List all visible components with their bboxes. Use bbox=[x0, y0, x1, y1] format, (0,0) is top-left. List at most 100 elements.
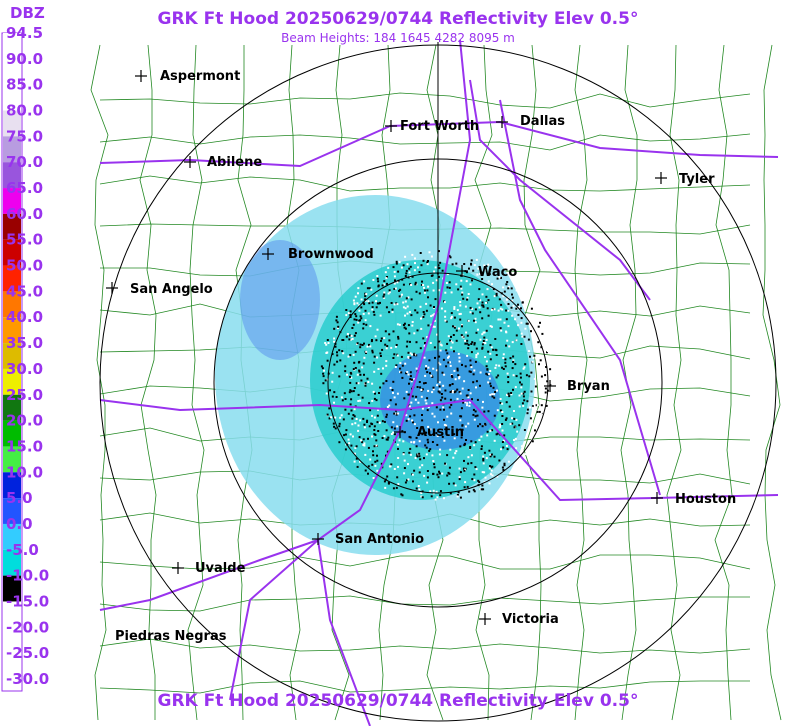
echo-speck bbox=[414, 309, 417, 312]
echo-speck bbox=[482, 455, 485, 458]
echo-speck bbox=[469, 370, 472, 373]
echo-speck bbox=[495, 349, 498, 352]
echo-speck bbox=[510, 392, 513, 394]
echo-speck bbox=[469, 306, 472, 309]
echo-speck bbox=[395, 486, 398, 489]
echo-speck bbox=[499, 398, 502, 400]
echo-speck bbox=[511, 300, 514, 302]
echo-speck bbox=[371, 308, 374, 311]
range-rings bbox=[99, 42, 777, 722]
echo-speck bbox=[366, 287, 369, 290]
echo-speck bbox=[458, 356, 461, 359]
echo-speck bbox=[427, 441, 430, 444]
echo-speck bbox=[400, 266, 403, 269]
echo-speck bbox=[402, 452, 405, 455]
colorbar-label: -10.0 bbox=[6, 567, 49, 585]
echo-speck bbox=[506, 339, 509, 342]
echo-speck bbox=[505, 401, 508, 404]
echo-speck bbox=[482, 462, 485, 465]
echo-speck bbox=[437, 250, 440, 253]
echo-speck bbox=[475, 347, 478, 350]
echo-speck bbox=[411, 324, 414, 327]
echo-speck bbox=[448, 482, 451, 485]
echo-speck bbox=[383, 480, 386, 483]
echo-speck bbox=[398, 295, 401, 298]
echo-speck bbox=[482, 331, 485, 334]
echo-speck bbox=[382, 295, 385, 298]
echo-speck bbox=[421, 407, 424, 410]
echo-speck bbox=[408, 311, 411, 314]
echo-speck bbox=[450, 412, 453, 415]
echo-speck bbox=[432, 489, 435, 492]
echo-speck bbox=[373, 433, 376, 436]
echo-speck bbox=[487, 381, 490, 384]
echo-speck bbox=[483, 410, 486, 413]
echo-speck bbox=[360, 439, 363, 442]
city-label: Bryan bbox=[567, 379, 610, 394]
echo-speck bbox=[515, 375, 518, 378]
echo-speck bbox=[422, 311, 425, 313]
echo-speck bbox=[427, 324, 430, 327]
echo-speck bbox=[481, 278, 484, 280]
echo-speck bbox=[336, 354, 339, 357]
echo-speck bbox=[423, 291, 426, 294]
echo-speck bbox=[510, 306, 513, 309]
colorbar-band bbox=[3, 213, 21, 240]
echo-speck bbox=[467, 422, 470, 425]
echo-speck bbox=[363, 342, 365, 345]
echo-speck bbox=[357, 382, 360, 385]
echo-speck bbox=[326, 359, 329, 362]
colorbar-label: 80.0 bbox=[6, 102, 43, 120]
echo-speck bbox=[471, 478, 474, 481]
cities: Aspermont Fort Worth Dallas Abilene Tyler Bro… bbox=[106, 69, 736, 644]
echo-speck bbox=[378, 421, 381, 424]
echo-speck bbox=[447, 356, 449, 359]
echo-speck bbox=[549, 368, 552, 371]
echo-speck bbox=[502, 368, 505, 370]
echo-speck bbox=[495, 354, 498, 356]
colorbar-band bbox=[3, 84, 21, 111]
echo-speck bbox=[477, 479, 480, 482]
echo-speck bbox=[526, 408, 529, 411]
city-label: Fort Worth bbox=[400, 119, 479, 134]
echo-speck bbox=[383, 435, 386, 438]
echo-speck bbox=[372, 454, 375, 457]
colorbar-label: -15.0 bbox=[6, 592, 49, 610]
colorbar-label: -30.0 bbox=[6, 670, 49, 688]
echo-speck bbox=[355, 318, 358, 321]
echo-speck bbox=[361, 441, 364, 444]
echo-speck bbox=[458, 478, 461, 481]
echo-speck bbox=[360, 317, 363, 320]
echo-speck bbox=[520, 317, 523, 320]
echo-speck bbox=[331, 353, 334, 356]
echo-speck bbox=[349, 310, 352, 313]
echo-speck bbox=[396, 323, 399, 326]
echo-speck bbox=[499, 318, 502, 321]
echo-speck bbox=[433, 466, 436, 469]
echo-speck bbox=[464, 305, 467, 308]
echo-speck bbox=[501, 366, 504, 369]
echo-speck bbox=[362, 417, 365, 420]
echo-speck bbox=[385, 429, 388, 432]
echo-speck bbox=[492, 288, 495, 291]
echo-speck bbox=[522, 395, 525, 398]
echo-speck bbox=[499, 327, 502, 330]
echo-speck bbox=[509, 423, 512, 426]
echo-speck bbox=[470, 454, 473, 457]
echo-speck bbox=[465, 271, 468, 274]
echo-speck bbox=[399, 362, 402, 365]
echo-speck bbox=[476, 273, 479, 276]
echo-speck bbox=[466, 339, 469, 342]
colorbar-band bbox=[3, 601, 21, 628]
county-line bbox=[99, 175, 751, 192]
echo-speck bbox=[431, 375, 434, 378]
echo-speck bbox=[423, 356, 426, 359]
colorbar-label: 45.0 bbox=[6, 282, 43, 300]
echo-speck bbox=[457, 352, 460, 355]
echo-speck bbox=[393, 433, 396, 436]
echo-speck bbox=[354, 367, 357, 369]
echo-speck bbox=[406, 371, 409, 373]
echo-speck bbox=[359, 460, 361, 463]
echo-speck bbox=[485, 295, 488, 298]
echo-speck bbox=[488, 273, 491, 276]
